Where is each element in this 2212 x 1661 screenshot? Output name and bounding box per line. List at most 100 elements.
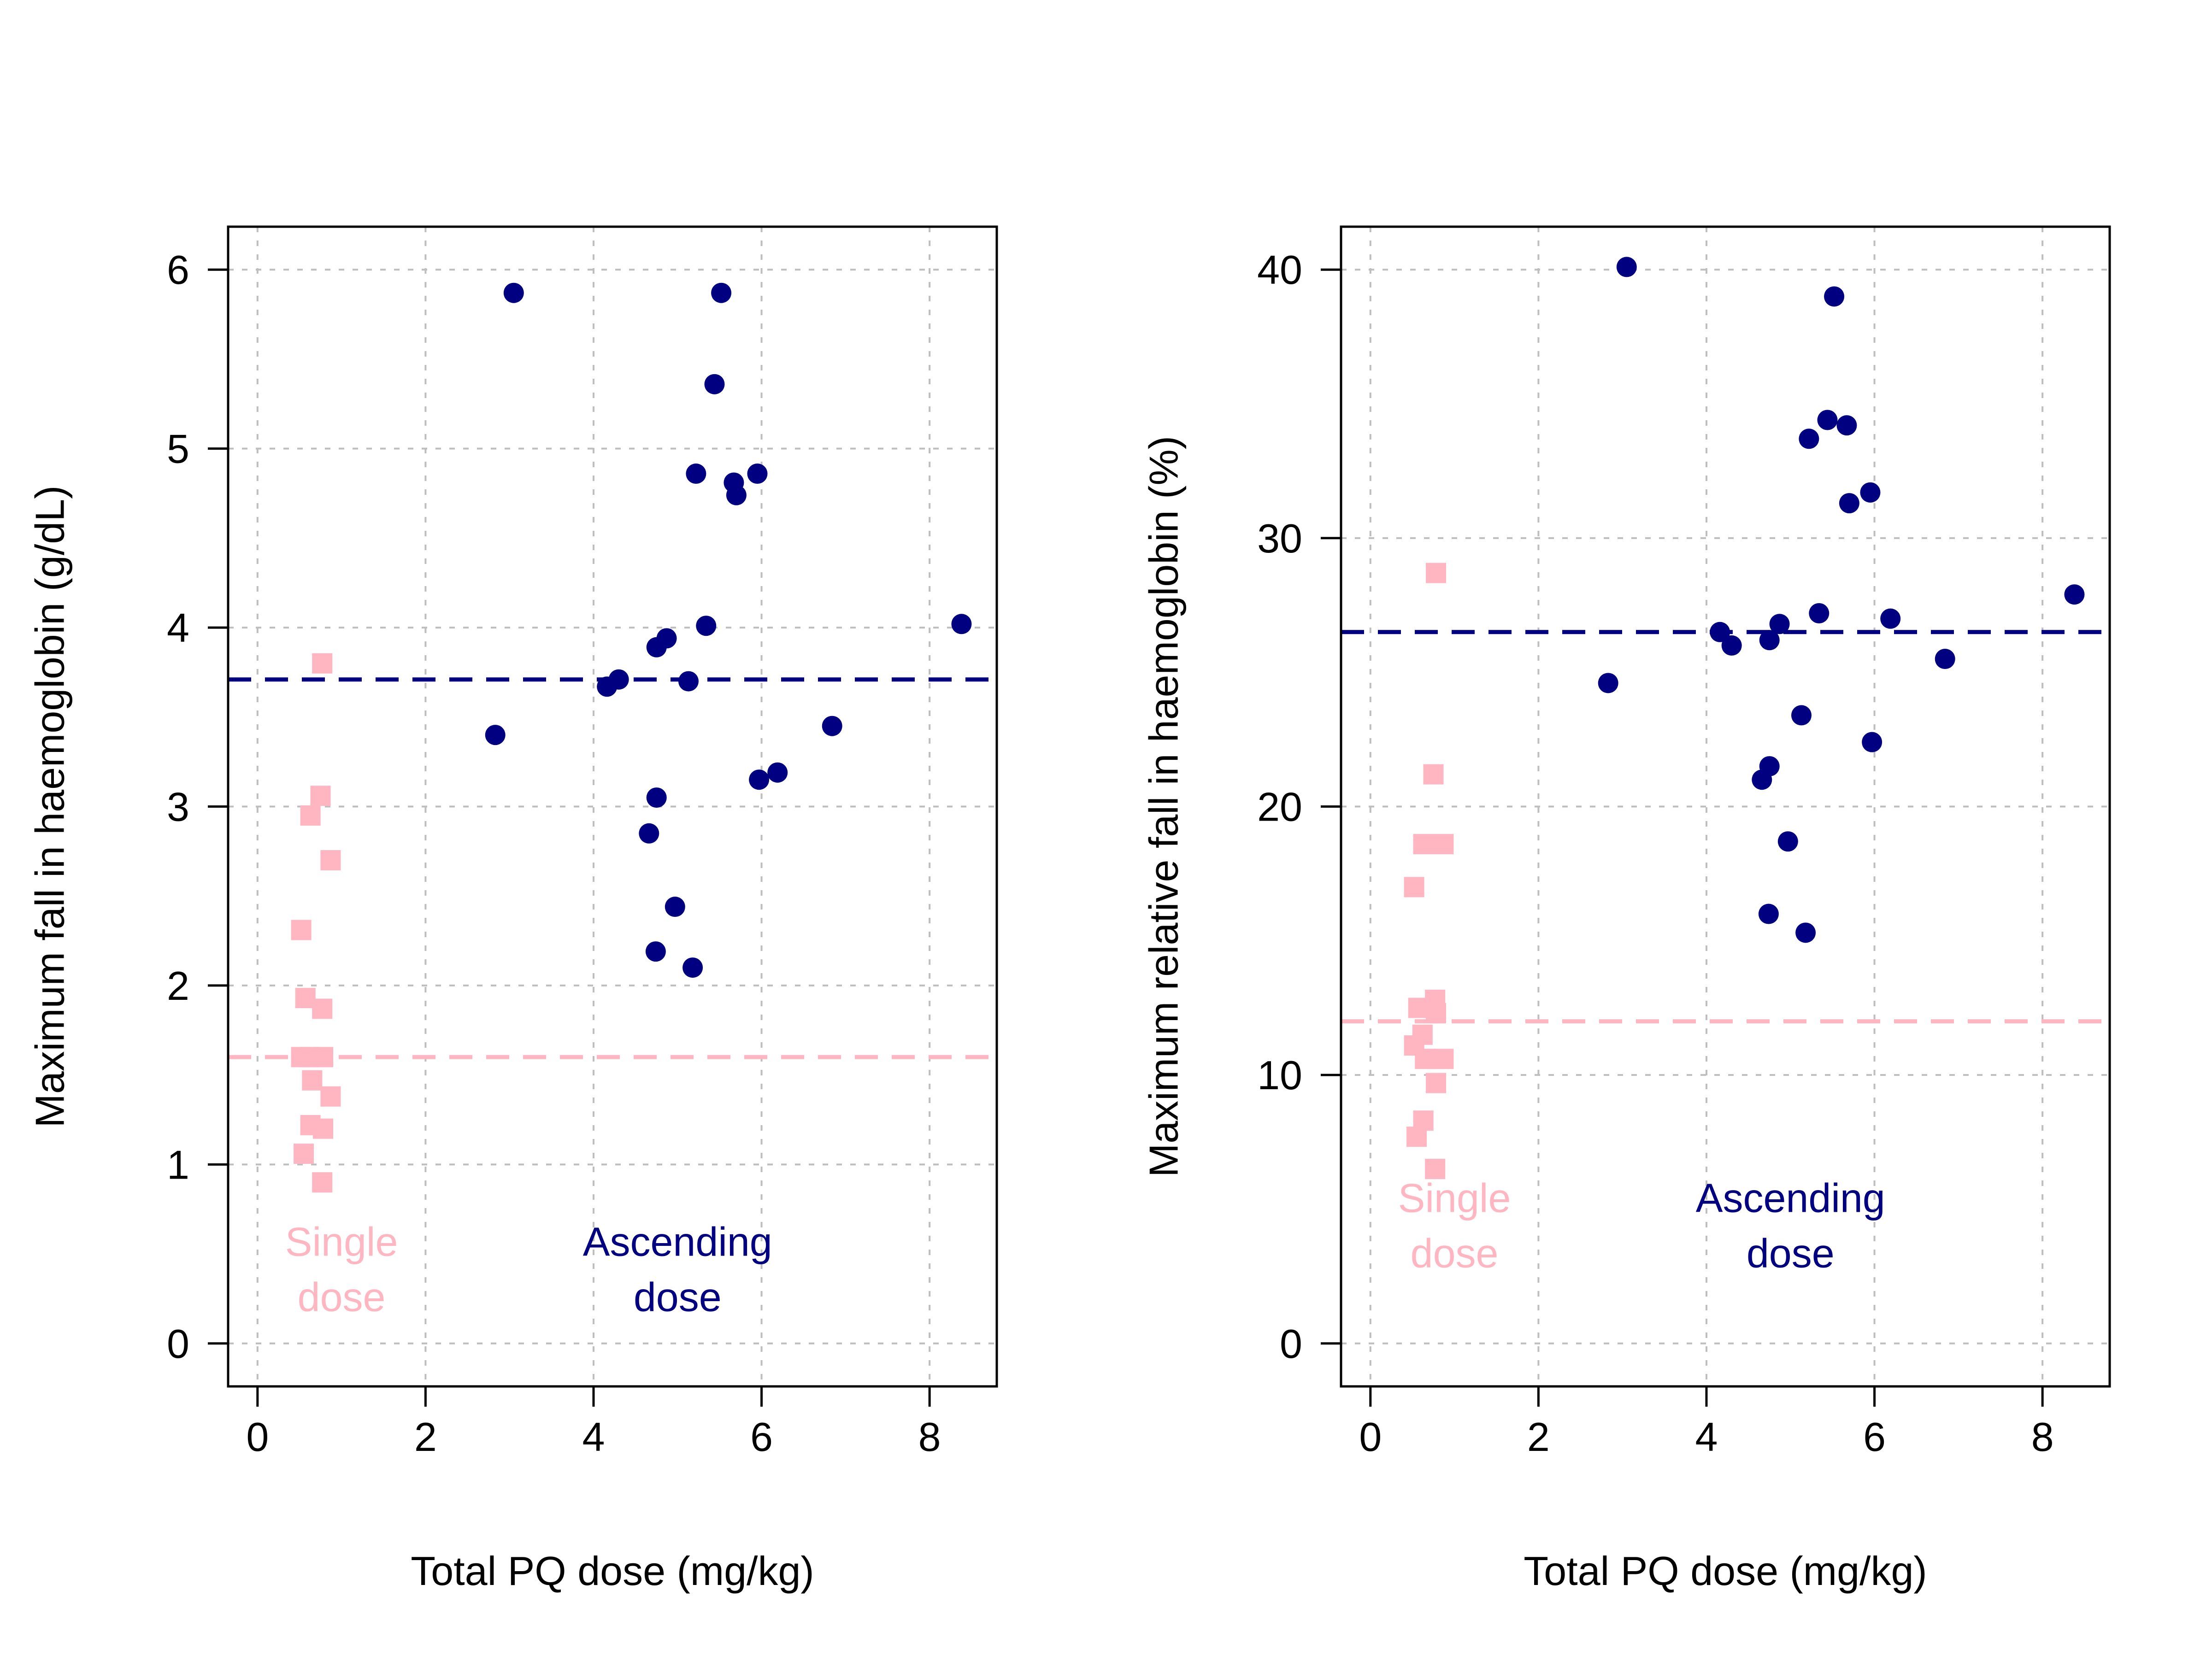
x-tick-label: 2 bbox=[414, 1414, 437, 1460]
x-tick-label: 2 bbox=[1527, 1414, 1550, 1460]
y-axis-title: Maximum fall in haemoglobin (g/dL) bbox=[27, 486, 73, 1128]
ascending-dose-point bbox=[1809, 603, 1830, 623]
plot-panel-1: 0 2 4 6 8 0 1 2 3 4 5 6 Total PQ dose (mg/kg) Maximum… bbox=[27, 225, 998, 1594]
ascending-dose-point bbox=[1721, 635, 1742, 656]
single-dose-point bbox=[1425, 563, 1446, 583]
ascending-dose-point bbox=[696, 616, 717, 636]
ascending-dose-point bbox=[639, 823, 659, 844]
y-tick-label: 40 bbox=[1257, 247, 1302, 293]
single-dose-point bbox=[312, 998, 333, 1019]
ascending-dose-annotation: Ascending bbox=[583, 1219, 772, 1264]
ascending-dose-point bbox=[704, 374, 725, 394]
ascending-dose-point bbox=[1758, 904, 1779, 924]
ascending-dose-point bbox=[767, 762, 788, 783]
ascending-dose-point bbox=[726, 485, 747, 505]
y-tick-label: 30 bbox=[1257, 516, 1302, 561]
x-tick-label: 0 bbox=[246, 1414, 269, 1460]
ascending-dose-point bbox=[1817, 410, 1838, 430]
ascending-dose-point bbox=[711, 282, 732, 303]
ascending-dose-point bbox=[682, 957, 703, 978]
y-tick-label: 5 bbox=[167, 426, 189, 472]
ascending-dose-point bbox=[1799, 428, 1819, 449]
y-tick-label: 6 bbox=[167, 247, 189, 293]
single-dose-point bbox=[1413, 834, 1434, 855]
single-dose-point bbox=[294, 1144, 314, 1164]
ascending-dose-point bbox=[645, 941, 666, 962]
ascending-dose-point bbox=[1777, 831, 1798, 852]
x-axis-title: Total PQ dose (mg/kg) bbox=[411, 1548, 814, 1594]
ascending-dose-point bbox=[747, 464, 768, 484]
single-dose-point bbox=[1412, 1024, 1433, 1045]
ascending-dose-point bbox=[1791, 705, 1812, 726]
single-dose-point bbox=[312, 1047, 333, 1068]
ascending-dose-point bbox=[1616, 257, 1637, 277]
y-tick-label: 4 bbox=[167, 605, 189, 651]
ascending-dose-point bbox=[1752, 769, 1772, 790]
single-dose-point bbox=[1404, 877, 1424, 898]
x-tick-label: 8 bbox=[918, 1414, 941, 1460]
ascending-dose-point bbox=[1598, 673, 1618, 693]
ascending-dose-point bbox=[665, 897, 685, 917]
single-dose-point bbox=[291, 920, 312, 940]
y-tick-label: 20 bbox=[1257, 784, 1302, 830]
ascending-dose-point bbox=[1795, 922, 1816, 943]
ascending-dose-point bbox=[646, 787, 667, 808]
x-tick-label: 4 bbox=[582, 1414, 605, 1460]
single-dose-point bbox=[320, 1086, 341, 1107]
ascending-dose-point bbox=[1880, 608, 1901, 629]
single-dose-annotation: Single bbox=[1398, 1175, 1511, 1221]
single-dose-point bbox=[312, 653, 333, 674]
single-dose-point bbox=[1406, 1127, 1427, 1147]
y-axis-title: Maximum relative fall in haemoglobin (%) bbox=[1141, 436, 1187, 1177]
ascending-dose-point bbox=[485, 725, 506, 745]
ascending-dose-point bbox=[822, 716, 842, 736]
single-dose-annotation: Single bbox=[285, 1219, 398, 1264]
ascending-dose-annotation: dose bbox=[634, 1274, 722, 1320]
single-dose-point bbox=[1425, 1159, 1446, 1180]
ascending-dose-point bbox=[1935, 649, 1955, 669]
x-tick-label: 4 bbox=[1695, 1414, 1718, 1460]
y-tick-label: 1 bbox=[167, 1142, 189, 1187]
single-dose-point bbox=[1423, 764, 1444, 785]
ascending-dose-point bbox=[1710, 622, 1730, 642]
plot-panel-2: 0 2 4 6 8 0 10 20 30 40 Total PQ dose (mg/kg) Maxim… bbox=[1141, 225, 2111, 1594]
y-tick-label: 3 bbox=[167, 784, 189, 830]
ascending-dose-point bbox=[678, 671, 699, 692]
ascending-dose-annotation: dose bbox=[1747, 1230, 1835, 1276]
ascending-dose-point bbox=[686, 464, 706, 484]
ascending-dose-point bbox=[1839, 493, 1859, 514]
single-dose-point bbox=[1425, 1073, 1446, 1093]
ascending-dose-point bbox=[951, 614, 972, 634]
single-dose-annotation: dose bbox=[1411, 1230, 1499, 1276]
y-tick-label: 2 bbox=[167, 963, 189, 1009]
y-tick-label: 10 bbox=[1257, 1052, 1302, 1098]
x-tick-label: 8 bbox=[2031, 1414, 2054, 1460]
x-tick-label: 6 bbox=[750, 1414, 773, 1460]
single-dose-point bbox=[300, 1115, 321, 1135]
single-dose-point bbox=[1433, 1049, 1454, 1069]
x-tick-label: 0 bbox=[1359, 1414, 1382, 1460]
ascending-dose-point bbox=[2064, 584, 2085, 605]
ascending-dose-point bbox=[1860, 482, 1881, 503]
single-dose-point bbox=[1415, 1049, 1435, 1069]
ascending-dose-annotation: Ascending bbox=[1696, 1175, 1885, 1221]
single-dose-point bbox=[302, 1070, 323, 1091]
single-dose-annotation: dose bbox=[298, 1274, 386, 1320]
single-dose-point bbox=[320, 850, 341, 871]
ascending-dose-point bbox=[749, 769, 770, 790]
x-tick-label: 6 bbox=[1863, 1414, 1886, 1460]
single-dose-point bbox=[312, 1172, 333, 1193]
single-dose-point bbox=[1433, 834, 1454, 855]
ascending-dose-point bbox=[646, 637, 667, 657]
single-dose-point bbox=[310, 786, 331, 806]
ascending-dose-point bbox=[1836, 415, 1857, 436]
y-tick-label: 0 bbox=[1280, 1321, 1302, 1367]
ascending-dose-point bbox=[1824, 286, 1845, 307]
x-axis-title: Total PQ dose (mg/kg) bbox=[1524, 1548, 1927, 1594]
ascending-dose-point bbox=[597, 676, 618, 697]
single-dose-point bbox=[300, 805, 321, 826]
single-dose-point bbox=[1425, 1003, 1446, 1024]
ascending-dose-point bbox=[1769, 614, 1790, 634]
